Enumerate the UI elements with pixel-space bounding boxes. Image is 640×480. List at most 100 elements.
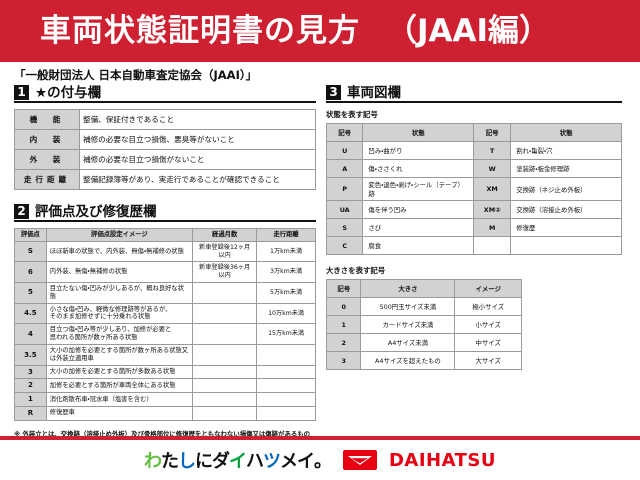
symbol-left: A <box>325 159 364 178</box>
score-value: 4 <box>14 323 47 346</box>
state-left: さび <box>362 218 475 237</box>
slogan-char: ダ <box>211 451 230 472</box>
score-distance: 3万km未満 <box>256 261 316 283</box>
symbol-right: XM <box>473 177 512 201</box>
score-months <box>192 392 258 407</box>
table-row: UA 傷を伴う凹み XM② 交換跡（溶接止め外板） <box>325 200 622 219</box>
criteria-label: 外 装 <box>14 149 80 170</box>
daihatsu-logo-icon <box>342 450 377 470</box>
section-3-heading: 3 車両図欄 <box>326 85 622 103</box>
page-title: 車両状態証明書の見方 <box>40 12 360 49</box>
table-row: 内 装 補修の必要な目立つ損傷、悪臭等がないこと <box>14 129 316 150</box>
table-row: P 変色・退色・剥げ・シール（テープ）跡 XM 交換跡（ネジ止め外板） <box>325 177 622 201</box>
score-months: 新車登録後12ヶ月以内 <box>192 240 258 263</box>
state-right: 交換跡（溶接止め外板） <box>510 200 622 219</box>
slogan-char: に <box>194 451 213 472</box>
col-header-distance: 走行距離 <box>256 228 316 242</box>
col-header-size: 大きさ <box>360 279 456 298</box>
size-symbol: 0 <box>325 297 362 316</box>
size-desc: A4サイズを超えたもの <box>360 351 456 370</box>
table-header-row: 記号 大きさ イメージ <box>325 279 522 298</box>
score-value: 4.5 <box>14 302 47 325</box>
right-column: 3 車両図欄 状態を表す記号 記号 状態 記号 状態 U 凹み・曲がり T <box>325 85 622 459</box>
evaluation-score-table: 評価点 評価点設定イメージ 経過月数 走行距離 S ほぼ新車の状態で、内外装、無… <box>14 228 316 421</box>
page-header: 車両状態証明書の見方 （JAAI編） <box>0 0 640 62</box>
score-image: 加修を必要とする箇所が車両全体にある状態 <box>45 378 194 394</box>
score-distance <box>256 364 316 380</box>
section-2-number: 2 <box>14 204 29 219</box>
score-distance: 1万km未満 <box>256 240 316 263</box>
size-symbol: 3 <box>325 351 362 370</box>
table-row: S さび M 修復歴 <box>325 218 622 237</box>
score-image: 大小の加修を必要とする箇所が数ヶ所ある状態又 は外装立適用車 <box>45 344 194 366</box>
state-left: 腐食 <box>362 236 475 255</box>
size-desc: 500円玉サイズ未満 <box>360 297 456 316</box>
slogan-char: し <box>177 451 196 472</box>
size-image: 極小サイズ <box>454 297 522 316</box>
table-row: 機 能 整備、保証付きであること <box>14 109 316 130</box>
slogan-char: 。 <box>313 451 332 472</box>
table-header-row: 評価点 評価点設定イメージ 経過月数 走行距離 <box>14 228 316 242</box>
score-distance: 15万km未満 <box>256 323 316 346</box>
state-left: 傷・ささくれ <box>362 159 475 178</box>
symbol-left: S <box>325 218 364 237</box>
score-image: 目立つ傷・凹み等が少しあり、加修が必要と 思われる箇所が数ヶ所ある状態 <box>45 323 194 346</box>
score-distance <box>256 378 316 394</box>
table-row: 4 目立つ傷・凹み等が少しあり、加修が必要と 思われる箇所が数ヶ所ある状態 15… <box>14 323 316 346</box>
col-header-state-left: 状態 <box>362 123 475 142</box>
table-row: R 修復歴車 <box>14 405 316 421</box>
table-row: A 傷・ささくれ W 塗装跡・板金修理跡 <box>325 159 622 178</box>
section-1-heading: 1 ★の付与欄 <box>14 85 316 103</box>
criteria-desc: 補修の必要な目立つ損傷、悪臭等がないこと <box>79 129 316 150</box>
score-value: 3 <box>14 364 47 380</box>
slogan-char: イ <box>296 451 315 472</box>
criteria-label: 内 装 <box>14 129 80 150</box>
score-image: ほぼ新車の状態で、内外装、無傷・無補修の状態 <box>45 240 194 263</box>
score-value: 2 <box>14 378 47 394</box>
score-distance: 5万km未満 <box>256 281 316 304</box>
table-row: 3 大小の加修を必要とする箇所が多数ある状態 <box>14 364 316 380</box>
page-footer: わたしにダイハツメイ。 DAIHATSU <box>0 440 640 480</box>
score-months <box>192 378 258 394</box>
score-image: 修復歴車 <box>45 405 194 421</box>
score-value: 1 <box>14 392 47 407</box>
score-value: 5 <box>14 281 47 304</box>
score-image: 小さな傷・凹み、軽微な修理跡等があるが、 そのまま加修せずに十分乗れる状態 <box>45 302 194 325</box>
state-left: 傷を伴う凹み <box>362 200 475 219</box>
score-value: 6 <box>14 261 47 283</box>
table-row: S ほぼ新車の状態で、内外装、無傷・無補修の状態 新車登録後12ヶ月以内 1万k… <box>14 240 316 263</box>
table-row: 3.5 大小の加修を必要とする箇所が数ヶ所ある状態又 は外装立適用車 <box>14 344 316 366</box>
score-image: 内外装、無傷・無補修の状態 <box>45 261 194 283</box>
score-distance <box>256 405 316 421</box>
slogan-char: ツ <box>262 451 281 472</box>
section-3-title: 車両図欄 <box>347 84 401 101</box>
size-image: 小サイズ <box>454 315 522 334</box>
symbol-left: U <box>325 141 364 160</box>
state-symbol-table: 記号 状態 記号 状態 U 凹み・曲がり T 割れ・亀裂・穴 A 傷・ささくれ <box>325 123 622 255</box>
brand-wordmark: DAIHATSU <box>388 449 497 471</box>
section-3-number: 3 <box>326 85 341 100</box>
score-image: 大小の加修を必要とする箇所が多数ある状態 <box>45 364 194 380</box>
slogan-char: イ <box>228 451 247 472</box>
col-header-state-right: 状態 <box>510 123 622 142</box>
table-row: 1 カードサイズ未満 小サイズ <box>325 315 522 334</box>
score-months <box>192 364 258 380</box>
col-header-symbol-left: 記号 <box>325 123 364 142</box>
state-table-caption: 状態を表す記号 <box>326 110 378 119</box>
col-header-image: 評価点設定イメージ <box>45 228 194 242</box>
criteria-desc: 補修の必要な目立つ損傷がないこと <box>79 149 316 170</box>
state-right: 割れ・亀裂・穴 <box>510 141 622 160</box>
table-row: 2 加修を必要とする箇所が車両全体にある状態 <box>14 378 316 394</box>
state-right: 修復歴 <box>510 218 622 237</box>
symbol-right: M <box>473 218 512 237</box>
size-desc: A4サイズ未満 <box>360 333 456 352</box>
col-header-score: 評価点 <box>14 228 47 242</box>
col-header-image: イメージ <box>454 279 522 298</box>
state-left: 凹み・曲がり <box>362 141 475 160</box>
score-distance <box>256 344 316 366</box>
star-criteria-table: 機 能 整備、保証付きであること 内 装 補修の必要な目立つ損傷、悪臭等がないこ… <box>14 109 316 190</box>
section-1-title: ★の付与欄 <box>35 84 102 101</box>
footer-divider <box>0 436 640 440</box>
section-2-title: 評価点及び修復歴欄 <box>35 203 157 220</box>
